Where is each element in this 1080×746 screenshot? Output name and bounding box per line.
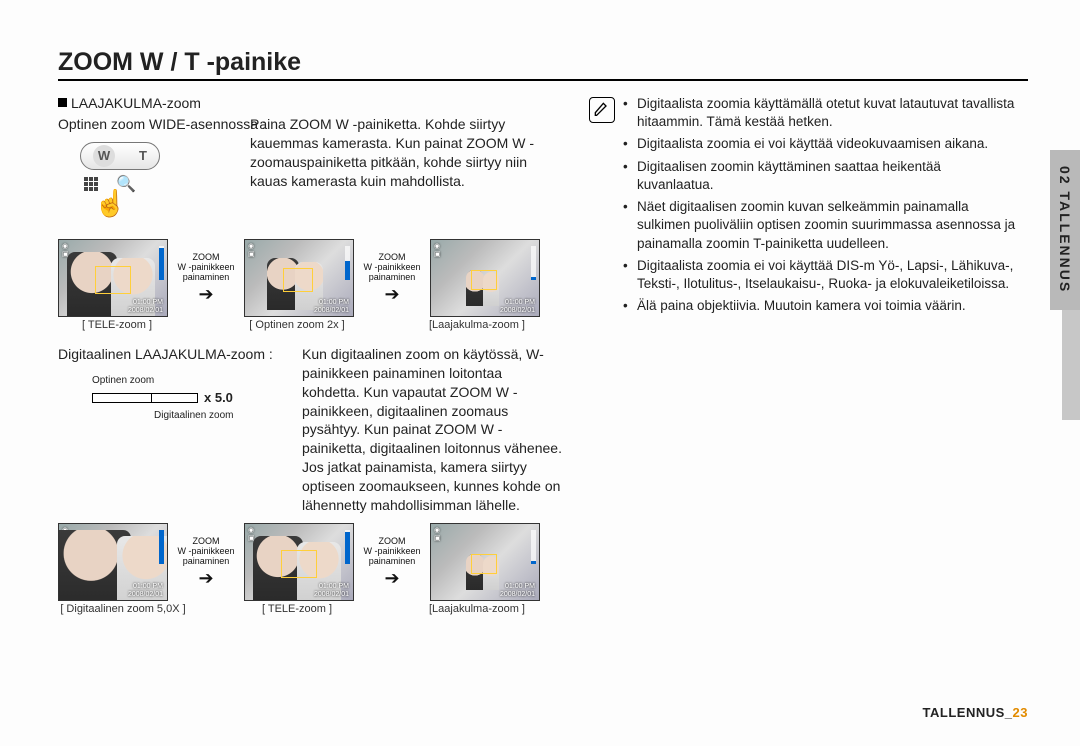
bullet-item: Digitaalisen zoomin käyttäminen saattaa … xyxy=(623,158,1019,194)
thumb-wide: ◉▣ 01:00 PM 2008/02/01 xyxy=(430,239,540,317)
bullet-item: Älä paina objektiivia. Muutoin kamera vo… xyxy=(623,297,1019,315)
zoom-w-button[interactable]: W xyxy=(93,145,115,167)
bullet-item: Digitaalista zoomia käyttämällä otetut k… xyxy=(623,95,1019,131)
page-title: ZOOM W / T -painike xyxy=(58,48,1028,81)
hand-pointer-icon: ☝ xyxy=(94,188,262,219)
bullet-item: Näet digitaalisen zoomin kuvan selkeämmi… xyxy=(623,198,1019,253)
thumb-tele: ◉▣ 01:00 PM 2008/02/01 xyxy=(58,239,168,317)
optical-body: Paina ZOOM W -painiketta. Kohde siirtyy … xyxy=(250,115,563,191)
arrow-1: ZOOM W -painikkeen painaminen ➔ xyxy=(174,253,238,303)
right-column: Digitaalista zoomia käyttämällä otetut k… xyxy=(589,95,1019,615)
thumb-tele2: ◉▣ 01:00 PM 2008/02/01 xyxy=(244,523,354,601)
notes-list: Digitaalista zoomia käyttämällä otetut k… xyxy=(623,95,1019,319)
thumb-dig5x: ◉▣ 01:00 PM 2008/02/01 xyxy=(58,523,168,601)
note-icon xyxy=(589,97,615,123)
side-tab: 02 TALLENNUS xyxy=(1050,150,1080,310)
thumbnail-row-1: ◉▣ 01:00 PM 2008/02/01 ZOOM W -painikkee… xyxy=(58,239,563,317)
bullet-item: Digitaalista zoomia ei voi käyttää video… xyxy=(623,135,1019,153)
section-label: LAAJAKULMA-zoom xyxy=(58,95,563,111)
arrow-2: ZOOM W -painikkeen painaminen ➔ xyxy=(360,253,424,303)
wt-zoom-diagram: W T 🔍 ☝ xyxy=(80,142,248,225)
left-column: LAAJAKULMA-zoom Optinen zoom WIDE-asenno… xyxy=(58,95,563,615)
optical-label: Optinen zoom WIDE-asennossa : xyxy=(58,115,266,134)
arrow-3: ZOOM W -painikkeen painaminen ➔ xyxy=(174,537,238,587)
footer: TALLENNUS_23 xyxy=(923,705,1028,720)
thumb-wide2: ◉▣ 01:00 PM 2008/02/01 xyxy=(430,523,540,601)
arrow-4: ZOOM W -painikkeen painaminen ➔ xyxy=(360,537,424,587)
thumb-opt2x: ◉▣ 01:00 PM 2008/02/01 xyxy=(244,239,354,317)
thumbnail-row-2: ◉▣ 01:00 PM 2008/02/01 ZOOM W -painikkee… xyxy=(58,523,563,601)
bullet-item: Digitaalista zoomia ei voi käyttää DIS-m… xyxy=(623,257,1019,293)
captions-row-1: [ TELE-zoom ] [ Optinen zoom 2x ] [Laaja… xyxy=(58,319,563,331)
captions-row-2: [ Digitaalinen zoom 5,0X ] [ TELE-zoom ]… xyxy=(58,603,563,615)
digital-body: Kun digitaalinen zoom on käytössä, W-pai… xyxy=(302,345,563,515)
side-stripe xyxy=(1062,310,1080,420)
digital-label: Digitaalinen LAAJAKULMA-zoom : xyxy=(58,345,302,364)
zoom-t-button[interactable]: T xyxy=(139,148,147,163)
zoom-scale-diagram: Optinen zoom x 5.0 Digitaalinen zoom xyxy=(92,374,302,423)
